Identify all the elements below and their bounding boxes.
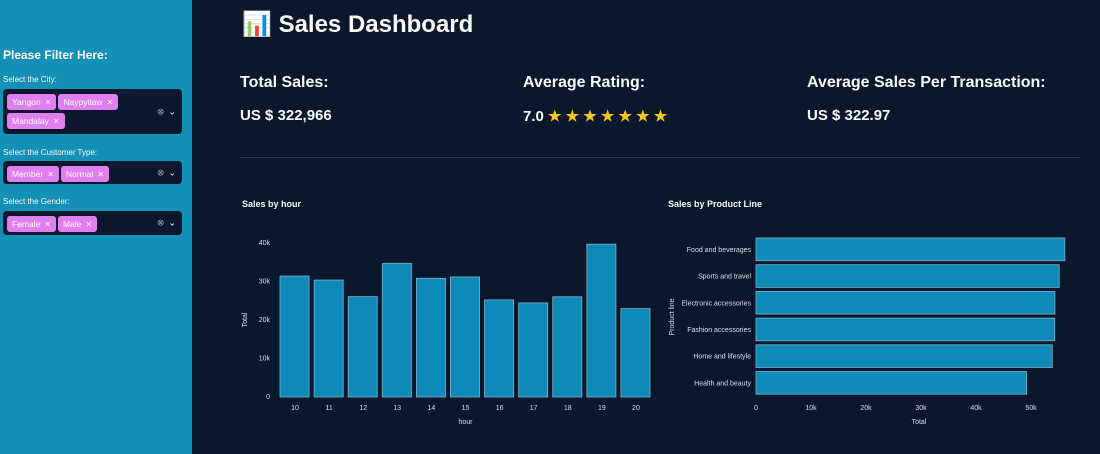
sidebar: Please Filter Here: Select the City: Yan…	[0, 0, 192, 454]
tag-male: Male ✕	[58, 216, 98, 232]
sidebar-header: Please Filter Here:	[3, 48, 108, 62]
bar-18	[552, 296, 583, 398]
chevron-down-icon[interactable]: ⌄	[168, 167, 176, 177]
bar-13	[381, 262, 412, 398]
y-tick-label: 30k	[259, 279, 271, 286]
y-tick-label: 40k	[259, 240, 271, 247]
bar-16	[484, 299, 515, 398]
y-tick-label: 20k	[259, 317, 271, 324]
tag-female: Female ✕	[7, 216, 57, 232]
x-tick-label: 50k	[1025, 405, 1037, 412]
tag-mandalay: Mandalay ✕	[7, 113, 65, 129]
x-tick-label: 14	[428, 405, 436, 412]
y-tick-label: Sports and travel	[698, 274, 751, 281]
bar-19	[586, 243, 617, 398]
x-tick-label: 10k	[805, 405, 817, 412]
x-tick-label: 20k	[860, 405, 872, 412]
kpi-total-sales: Total Sales: US $ 322,966	[240, 74, 332, 124]
remove-icon[interactable]: ✕	[106, 98, 114, 107]
x-tick-label: 11	[325, 405, 332, 412]
bar-Home and lifestyle	[755, 344, 1053, 368]
remove-icon[interactable]: ✕	[52, 117, 60, 126]
y-tick-label: Health and beauty	[694, 380, 751, 387]
x-tick-label: 13	[393, 405, 401, 412]
remove-icon[interactable]: ✕	[85, 220, 93, 229]
tag-naypyitaw: Naypyitaw ✕	[58, 94, 119, 110]
bar-14	[415, 277, 446, 398]
remove-icon[interactable]: ✕	[44, 98, 52, 107]
x-tick-label: 20	[632, 405, 640, 412]
y-axis-label: Total	[242, 312, 249, 327]
y-tick-label: 10k	[259, 356, 271, 363]
tag-normal: Normal ✕	[60, 166, 109, 182]
remove-icon[interactable]: ✕	[44, 220, 52, 229]
bar-10	[279, 275, 310, 398]
city-multiselect[interactable]: Yangon ✕ Naypyitaw ✕ Mandalay ✕ ⊗ ⌄	[3, 89, 182, 134]
chart-title-product: Sales by Product Line	[668, 199, 763, 209]
bar-Food and beverages	[755, 237, 1066, 262]
gender-label: Select the Gender:	[3, 197, 70, 206]
chevron-down-icon[interactable]: ⌄	[168, 106, 176, 116]
x-tick-label: 30k	[915, 405, 927, 412]
gender-multiselect[interactable]: Female ✕ Male ✕ ⊗ ⌄	[3, 211, 182, 235]
clear-icon[interactable]: ⊗	[156, 167, 165, 177]
remove-icon[interactable]: ✕	[97, 170, 104, 179]
sales-by-hour-chart: 0 10k 20k 30k 40k 10 11 12 13 14 15 16 17 18 19 20 hour T…	[242, 240, 651, 426]
city-label: Select the City:	[3, 75, 57, 84]
x-tick-label: 19	[598, 405, 606, 412]
y-tick-label: Home and lifestyle	[693, 354, 751, 361]
x-tick-label: 17	[530, 405, 538, 412]
kpi-avg-per-transaction: Average Sales Per Transaction: US $ 322.9…	[807, 74, 1046, 124]
x-tick-label: 10	[291, 405, 299, 412]
bar-20	[620, 308, 651, 398]
tag-yangon: Yangon ✕	[7, 94, 57, 110]
bar-Health and beauty	[755, 371, 1027, 395]
x-axis-label: hour	[458, 419, 473, 426]
bar-17	[518, 302, 549, 398]
divider	[240, 157, 1081, 158]
x-tick-label: 0	[754, 405, 758, 412]
remove-icon[interactable]: ✕	[47, 170, 54, 179]
chevron-down-icon[interactable]: ⌄	[168, 217, 176, 228]
clear-icon[interactable]: ⊗	[156, 106, 165, 116]
x-axis-label: Total	[912, 419, 927, 426]
bar-15	[450, 276, 480, 398]
bar-Sports and travel	[755, 264, 1060, 288]
bar-Fashion accessories	[755, 317, 1056, 342]
y-tick-label: 0	[266, 394, 270, 401]
y-axis-label: Product line	[669, 298, 676, 335]
y-tick-label: Electronic accessories	[681, 300, 751, 307]
sales-by-product-chart: Food and beverages Sports and travel Elect…	[669, 237, 1066, 426]
tag-member: Member ✕	[7, 166, 59, 182]
customer-type-label: Select the Customer Type:	[3, 148, 98, 157]
clear-icon[interactable]: ⊗	[156, 217, 165, 228]
bar-chart-icon: 📊	[242, 11, 272, 38]
y-tick-label: Fashion accessories	[687, 327, 751, 334]
x-tick-label: 18	[564, 405, 572, 412]
y-tick-label: Food and beverages	[687, 247, 752, 254]
chart-title-hour: Sales by hour	[242, 199, 302, 209]
x-tick-label: 15	[462, 405, 470, 412]
x-tick-label: 12	[359, 405, 367, 412]
page-title: 📊 Sales Dashboard	[242, 11, 474, 38]
bar-11	[313, 279, 344, 398]
customer-type-multiselect[interactable]: Member ✕ Normal ✕ ⊗ ⌄	[3, 161, 182, 184]
bar-12	[347, 296, 378, 398]
x-tick-label: 16	[496, 405, 504, 412]
kpi-average-rating: Average Rating: 7.0 ★ ★ ★ ★ ★ ★ ★	[523, 74, 668, 125]
star-icons: ★ ★ ★ ★ ★ ★ ★	[548, 108, 668, 125]
x-tick-label: 40k	[970, 405, 982, 412]
bar-Electronic accessories	[755, 291, 1056, 315]
